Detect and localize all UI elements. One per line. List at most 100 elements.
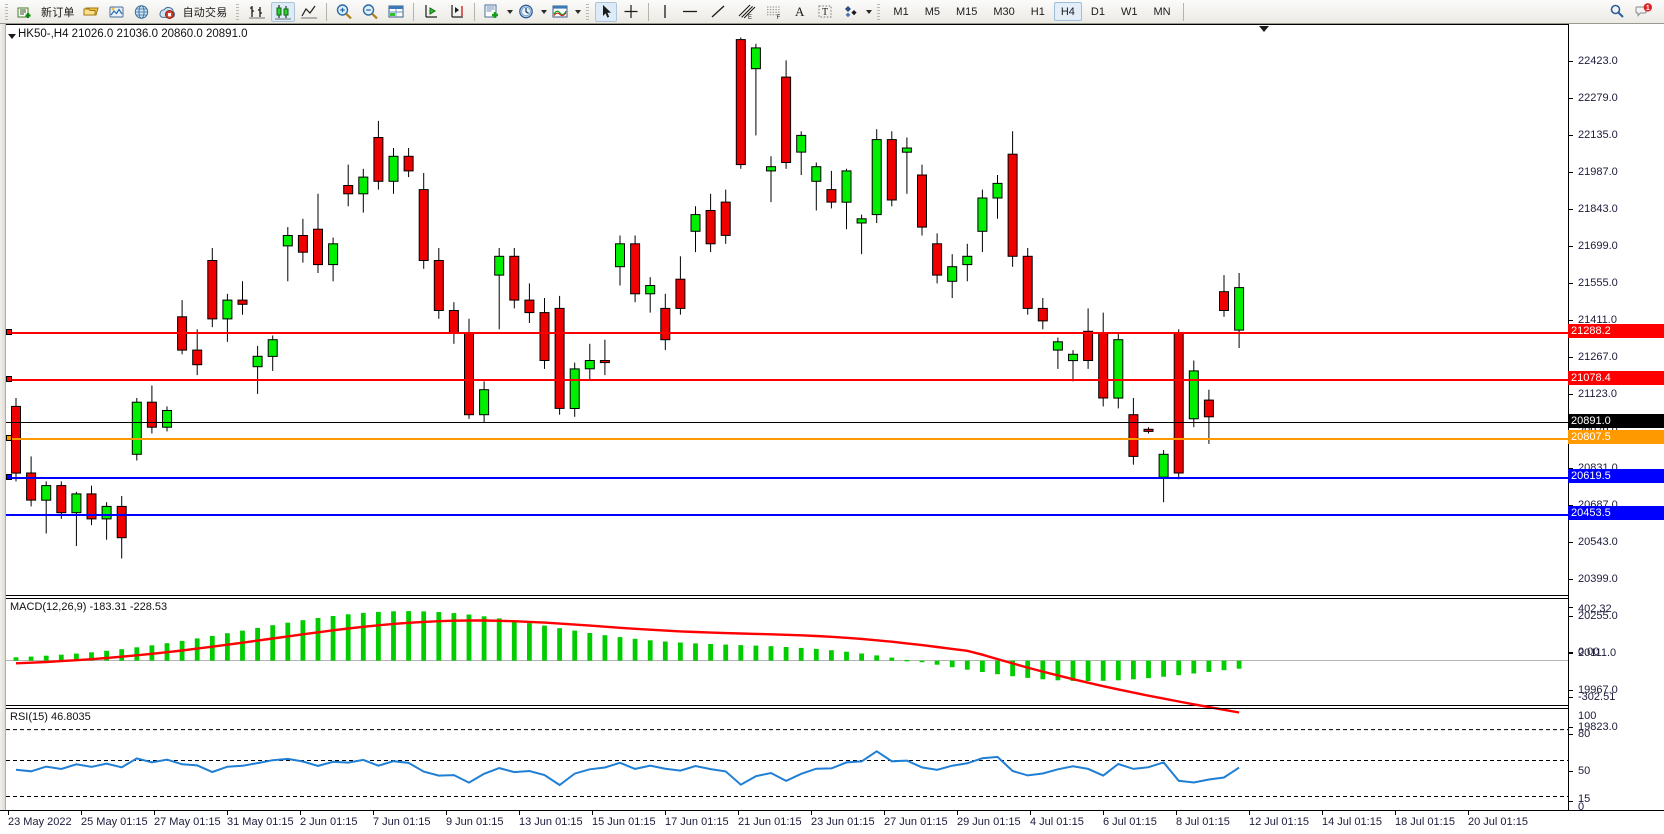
vertical-line-icon[interactable]	[654, 2, 675, 22]
time-tick: 17 Jun 01:15	[665, 816, 729, 828]
globe-icon[interactable]	[130, 2, 153, 22]
level-handle-bid-price[interactable]	[6, 435, 12, 441]
candlestick-chart-icon[interactable]	[271, 1, 296, 22]
macd-tick: 0.00	[1578, 646, 1600, 658]
chart-window[interactable]: HK50-,H4 21026.0 21036.0 20860.0 20891.0…	[0, 24, 1664, 834]
macd-tick: 402.32	[1578, 603, 1612, 615]
level-handle-resistance-upper[interactable]	[6, 329, 12, 335]
period-dropdown-icon[interactable]	[541, 9, 548, 14]
objects-dropdown-icon[interactable]	[866, 9, 873, 14]
time-axis[interactable]: 23 May 2022 25 May 01:15 27 May 01:15 31…	[0, 810, 1664, 834]
bar-chart-icon[interactable]	[245, 2, 269, 22]
timeframe-h4[interactable]: H4	[1053, 2, 1082, 21]
folder-icon[interactable]	[80, 2, 103, 22]
toolbar-grip[interactable]	[3, 2, 10, 21]
svg-text:A: A	[795, 4, 805, 19]
tools-group-grip[interactable]	[584, 2, 592, 21]
timeframe-w1[interactable]: W1	[1120, 5, 1138, 18]
price-tick: 21555.0	[1578, 277, 1618, 289]
timeframe-m1[interactable]: M1	[893, 5, 909, 18]
toolbar-separator-4	[648, 2, 650, 21]
toolbar-separator-3	[474, 2, 476, 21]
price-tick: 22135.0	[1578, 129, 1618, 141]
templates-icon[interactable]	[548, 2, 572, 22]
candlestick-series	[11, 37, 1245, 559]
level-pill-support-lower[interactable]: 20453.5	[1568, 506, 1664, 520]
toolbar-separator-5	[1182, 2, 1184, 21]
templates-dropdown-icon[interactable]	[575, 9, 582, 14]
price-tick: 22423.0	[1578, 55, 1618, 67]
chart-title: HK50-,H4 21026.0 21036.0 20860.0 20891.0	[18, 28, 248, 40]
zoom-in-icon[interactable]	[332, 2, 356, 22]
price-pane[interactable]	[6, 25, 1568, 596]
notification-icon[interactable]: 1	[1631, 2, 1656, 22]
macd-pane[interactable]: MACD(12,26,9) -183.31 -228.53	[6, 598, 1568, 714]
profiles-icon[interactable]	[105, 2, 128, 22]
level-line-support-lower[interactable]	[6, 514, 1568, 516]
level-line-bid-price[interactable]	[6, 438, 1568, 440]
horizontal-line-icon[interactable]	[677, 2, 703, 22]
toolbar-separator-1	[326, 2, 328, 21]
macd-label: MACD(12,26,9) -183.31 -228.53	[10, 601, 168, 613]
search-icon[interactable]	[1605, 2, 1629, 22]
rsi-tick: 80	[1578, 728, 1591, 740]
timeframe-m5[interactable]: M5	[924, 5, 940, 18]
text-label-icon[interactable]: T	[813, 2, 837, 22]
time-tick: 29 Jun 01:15	[957, 816, 1021, 828]
level-pill-bid-price[interactable]: 20807.5	[1568, 430, 1664, 444]
crosshair-icon[interactable]	[619, 2, 643, 22]
level-pill-resistance-lower[interactable]: 21078.4	[1568, 371, 1664, 385]
new-order-label[interactable]: 新订单	[41, 6, 75, 19]
time-tick: 21 Jun 01:15	[738, 816, 802, 828]
time-tick: 14 Jul 01:15	[1322, 816, 1382, 828]
time-tick: 20 Jul 01:15	[1468, 816, 1528, 828]
autotrading-label[interactable]: 自动交易	[182, 6, 228, 19]
level-handle-support-upper[interactable]	[6, 474, 12, 480]
auto-scroll-icon[interactable]	[445, 2, 469, 22]
zoom-out-icon[interactable]	[358, 2, 382, 22]
time-tick: 12 Jul 01:15	[1249, 816, 1309, 828]
price-tick: 19823.0	[1578, 721, 1618, 733]
fibonacci-icon[interactable]: F	[761, 2, 787, 22]
autotrading-icon[interactable]	[155, 2, 178, 22]
shift-end-icon[interactable]	[419, 2, 443, 22]
time-tick: 4 Jul 01:15	[1030, 816, 1084, 828]
time-tick: 18 Jul 01:15	[1395, 816, 1455, 828]
add-indicator-icon[interactable]	[480, 2, 504, 22]
objects-icon[interactable]	[839, 2, 863, 22]
level-pill-support-upper[interactable]: 20619.5	[1568, 469, 1664, 483]
price-tick: 21843.0	[1578, 203, 1618, 215]
timeframe-h1[interactable]: H1	[1030, 5, 1045, 18]
cursor-icon[interactable]	[595, 1, 618, 22]
equidistant-channel-icon[interactable]: E	[733, 2, 759, 22]
price-tick: 20255.0	[1578, 610, 1618, 622]
level-line-resistance-upper[interactable]	[6, 332, 1568, 334]
chart-top-marker-icon	[1259, 26, 1269, 32]
level-handle-resistance-lower[interactable]	[6, 376, 12, 382]
timeframe-m30[interactable]: M30	[993, 5, 1015, 18]
level-line-resistance-lower[interactable]	[6, 379, 1568, 381]
level-line-support-upper[interactable]	[6, 477, 1568, 479]
timeframe-group-grip[interactable]	[875, 2, 883, 21]
chart-menu-caret-icon[interactable]	[8, 34, 16, 39]
text-icon[interactable]: A	[789, 2, 811, 22]
trendline-icon[interactable]	[705, 2, 731, 22]
chart-type-group-grip[interactable]	[234, 2, 242, 21]
time-tick: 9 Jun 01:15	[446, 816, 504, 828]
new-order-button[interactable]	[14, 2, 36, 22]
macd-tick: -302.51	[1578, 691, 1616, 703]
rsi-pane[interactable]: RSI(15) 46.8035	[6, 708, 1568, 811]
period-clock-icon[interactable]	[514, 2, 538, 22]
timeframe-d1[interactable]: D1	[1090, 5, 1105, 18]
rsi-tick: 15	[1578, 793, 1591, 805]
level-pill-resistance-upper[interactable]: 21288.2	[1568, 324, 1664, 338]
macd-series	[6, 611, 1568, 714]
grid-icon[interactable]	[384, 2, 408, 22]
rsi-tick: 100	[1578, 710, 1597, 722]
chart-plot-area[interactable]: MACD(12,26,9) -183.31 -228.53 RSI(15) 46…	[6, 24, 1568, 811]
line-chart-icon[interactable]	[297, 2, 321, 22]
add-indicator-dropdown-icon[interactable]	[507, 9, 514, 14]
price-tick: 20543.0	[1578, 536, 1618, 548]
timeframe-mn[interactable]: MN	[1153, 5, 1171, 18]
timeframe-m15[interactable]: M15	[955, 5, 978, 18]
